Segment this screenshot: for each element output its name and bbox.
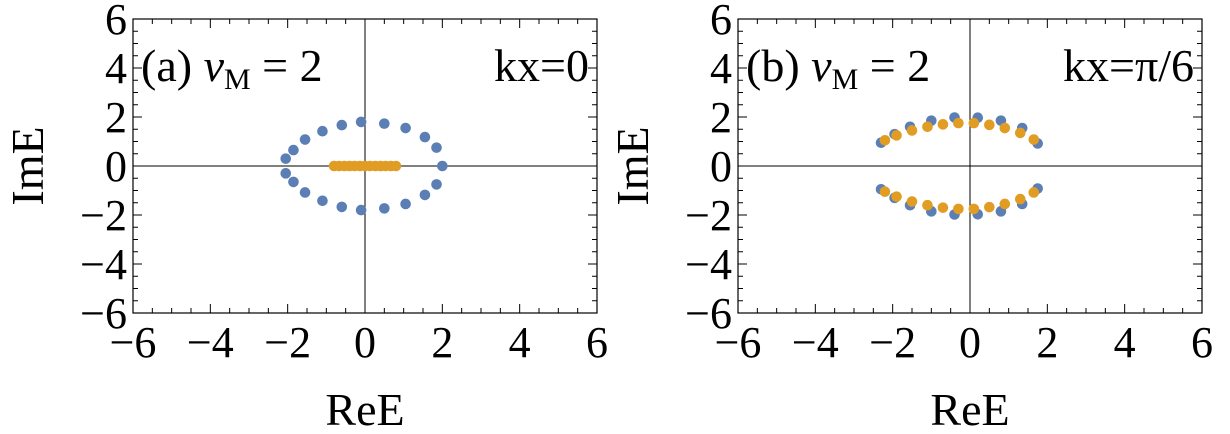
y-tick-label: 4 (105, 44, 127, 93)
x-tick-label: −6 (715, 318, 762, 367)
data-point (953, 117, 964, 129)
panel-label-nu: ν (204, 40, 225, 91)
y-tick-label: −2 (685, 191, 732, 240)
x-tick-label: −4 (187, 318, 234, 367)
series-1 (879, 117, 1040, 215)
kx-label: kx=π/6 (1063, 40, 1194, 91)
y-tick-label: −4 (685, 240, 732, 289)
x-tick-label: −2 (869, 318, 916, 367)
data-point (431, 179, 442, 190)
data-point (879, 186, 891, 198)
x-tick-label: 4 (1114, 318, 1136, 367)
data-point (419, 131, 431, 143)
y-tick-label: −4 (80, 240, 127, 289)
data-point (891, 130, 902, 141)
y-axis-title: ImE (607, 126, 658, 205)
panel-label-prefix: (b) (746, 40, 811, 91)
y-tick-label: 2 (105, 93, 127, 142)
data-point (968, 203, 980, 215)
data-point (299, 187, 311, 198)
kx-label: kx=0 (494, 40, 589, 91)
data-point (922, 121, 933, 133)
y-tick-label: 0 (105, 142, 127, 191)
data-point (317, 195, 328, 207)
data-point (400, 122, 411, 134)
panel-label-nu: ν (811, 40, 832, 91)
data-point (953, 203, 964, 215)
data-point (906, 196, 918, 207)
data-point (336, 119, 348, 131)
x-tick-label: 0 (959, 318, 981, 367)
data-point (379, 203, 390, 214)
y-tick-label: −6 (80, 289, 127, 338)
data-point (922, 199, 933, 211)
data-point (419, 189, 431, 201)
data-point (288, 176, 299, 188)
y-tick-label: −6 (685, 289, 732, 338)
y-tick-label: 6 (105, 0, 127, 44)
data-point (288, 144, 299, 156)
series-0 (280, 116, 448, 216)
data-point (379, 118, 390, 129)
data-point (431, 142, 442, 153)
panel-label-rest: = 2 (251, 40, 323, 91)
y-tick-label: 4 (710, 44, 732, 93)
data-point (280, 153, 292, 164)
data-point (317, 125, 328, 137)
data-point (937, 119, 949, 130)
data-point (390, 160, 402, 172)
data-point (437, 160, 448, 172)
data-point (1014, 127, 1026, 139)
data-point (355, 204, 367, 216)
data-point (968, 117, 980, 129)
x-tick-label: −2 (264, 318, 311, 367)
y-axis-title: ImE (2, 126, 53, 205)
data-point (937, 202, 949, 213)
data-point (906, 125, 918, 136)
data-point (355, 116, 367, 128)
y-tick-label: −2 (80, 191, 127, 240)
data-point (1028, 187, 1040, 198)
data-point (891, 191, 902, 202)
panel-label: (b) νM = 2 (746, 40, 930, 96)
x-tick-label: −4 (792, 318, 839, 367)
x-tick-label: 4 (509, 318, 531, 367)
x-tick-label: 6 (586, 318, 608, 367)
data-point (299, 134, 311, 145)
data-point (879, 134, 891, 146)
data-point (999, 198, 1011, 210)
data-point (984, 201, 995, 213)
data-point (1014, 193, 1026, 205)
x-axis-title: ReE (930, 384, 1009, 434)
panel-label-subscript: M (832, 63, 859, 96)
y-tick-label: 6 (710, 0, 732, 44)
panel-label-rest: = 2 (858, 40, 930, 91)
panel-label-prefix: (a) (141, 40, 204, 91)
x-tick-label: 2 (1036, 318, 1058, 367)
x-axis-title: ReE (325, 384, 404, 434)
y-tick-label: 0 (710, 142, 732, 191)
panel-label-subscript: M (224, 63, 251, 96)
data-point (1028, 134, 1040, 145)
x-tick-label: 0 (354, 318, 376, 367)
data-point (336, 201, 348, 213)
y-tick-label: 2 (710, 93, 732, 142)
data-point (999, 122, 1011, 134)
data-point (400, 198, 411, 210)
x-tick-label: 2 (431, 318, 453, 367)
data-point (280, 168, 292, 179)
panel-label: (a) νM = 2 (141, 40, 323, 96)
x-tick-label: −6 (110, 318, 157, 367)
series-1 (328, 160, 402, 172)
data-point (984, 119, 995, 131)
x-tick-label: 6 (1191, 318, 1213, 367)
